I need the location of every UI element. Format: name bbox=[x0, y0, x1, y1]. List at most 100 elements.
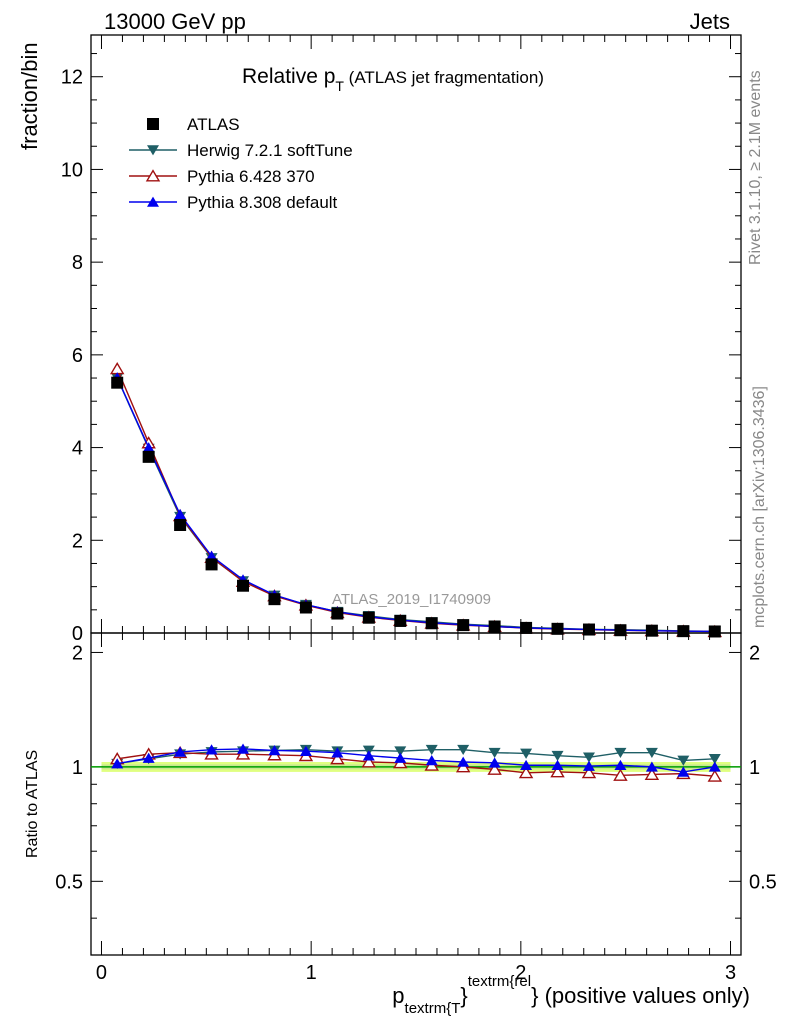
ratio-data-point bbox=[174, 746, 187, 757]
ratio-y-tick-label: 2 bbox=[72, 642, 83, 664]
data-point bbox=[111, 376, 124, 389]
ratio-data-point bbox=[487, 762, 502, 775]
ratio-data-point bbox=[582, 752, 595, 763]
ratio-data-point bbox=[457, 756, 470, 767]
legend-entry-label: ATLAS bbox=[187, 115, 240, 134]
ratio-y-tick-label-right: 0.5 bbox=[749, 871, 777, 893]
ratio-data-point bbox=[551, 750, 564, 762]
data-point bbox=[237, 579, 250, 592]
energy-label: 13000 GeV pp bbox=[104, 9, 246, 34]
ratio-series-2 bbox=[111, 743, 721, 777]
ratio-data-point bbox=[394, 752, 407, 763]
process-label: Jets bbox=[690, 9, 730, 34]
ratio-y-axis-label: Ratio to ATLAS bbox=[24, 750, 41, 858]
data-point bbox=[268, 593, 281, 606]
ratio-data-point bbox=[550, 765, 565, 778]
data-point bbox=[142, 442, 155, 453]
data-point bbox=[299, 601, 312, 614]
main-axes: 0 2 4 6 8 10 12 bbox=[61, 34, 742, 645]
legend-marker bbox=[147, 145, 159, 156]
ratio-data-point bbox=[394, 746, 407, 757]
data-point bbox=[488, 620, 501, 633]
data-point bbox=[109, 361, 125, 375]
legend-marker bbox=[147, 118, 159, 130]
ratio-data-point bbox=[708, 754, 721, 765]
ratio-data-point bbox=[582, 760, 595, 771]
main-y-tick-label: 8 bbox=[72, 252, 83, 274]
ratio-y-tick-label-right: 1 bbox=[749, 757, 760, 779]
ratio-data-point bbox=[551, 759, 564, 771]
ratio-y-tick-label-right: 2 bbox=[749, 642, 760, 664]
ratio-data-point bbox=[645, 747, 658, 759]
data-point bbox=[677, 625, 690, 638]
ratio-y-tick-label: 1 bbox=[72, 757, 83, 779]
legend: ATLAS Herwig 7.2.1 softTune Pythia 6.428 3… bbox=[129, 115, 353, 212]
main-y-tick-label: 12 bbox=[61, 67, 83, 89]
ratio-data-point bbox=[205, 744, 218, 755]
ratio-data-point bbox=[581, 765, 597, 779]
ratio-data-point bbox=[488, 747, 501, 759]
ratio-data-point bbox=[425, 755, 438, 766]
ratio-data-point bbox=[235, 747, 251, 760]
data-point bbox=[582, 623, 595, 636]
data-point bbox=[457, 619, 470, 632]
data-point bbox=[645, 624, 658, 637]
legend-entry-label: Herwig 7.2.1 softTune bbox=[187, 141, 353, 160]
ratio-data-point bbox=[361, 755, 377, 768]
ratio-data-point bbox=[111, 758, 124, 769]
data-point bbox=[174, 508, 187, 520]
main-y-tick-label: 2 bbox=[72, 530, 83, 552]
data-point bbox=[394, 614, 407, 627]
ratio-data-point bbox=[677, 755, 690, 766]
ratio-data-point bbox=[299, 745, 312, 756]
mcplots-label: mcplots.cern.ch [arXiv:1306.3436] bbox=[751, 386, 768, 628]
legend-entry-label: Pythia 6.428 370 bbox=[187, 167, 315, 186]
ratio-data-point bbox=[425, 744, 438, 756]
legend-marker bbox=[147, 196, 159, 207]
main-y-tick-label: 6 bbox=[72, 345, 83, 367]
ratio-data-point bbox=[488, 757, 501, 768]
ratio-y-tick-label: 0.5 bbox=[55, 871, 83, 893]
ratio-data-point bbox=[142, 752, 155, 763]
ratio-series-line bbox=[117, 748, 715, 773]
ratio-axes: 0.5 0.5 1 1 2 2 0 1 2 3 bbox=[55, 632, 777, 984]
ratio-data-point bbox=[237, 743, 250, 754]
main-y-tick-label: 0 bbox=[72, 623, 83, 645]
legend-entry-label: Pythia 8.308 default bbox=[187, 193, 338, 212]
ratio-data-point bbox=[331, 747, 344, 758]
x-axis-label: ptextrm{T}textrm{rel} (positive values o… bbox=[392, 973, 750, 1017]
ratio-data-point bbox=[645, 761, 658, 772]
ratio-data-point bbox=[520, 759, 533, 771]
ratio-data-point bbox=[644, 767, 660, 780]
series-0 bbox=[111, 376, 721, 638]
ratio-data-point bbox=[520, 748, 533, 759]
x-tick-label: 1 bbox=[306, 962, 317, 984]
ratio-data-point bbox=[268, 744, 281, 756]
ratio-series bbox=[109, 743, 723, 782]
x-tick-label: 3 bbox=[725, 962, 736, 984]
data-point bbox=[362, 611, 375, 624]
ratio-data-point bbox=[677, 766, 690, 777]
data-point bbox=[708, 625, 721, 638]
data-point bbox=[425, 617, 438, 630]
ratio-series-line bbox=[117, 748, 715, 765]
ratio-frame bbox=[90, 632, 742, 956]
ratio-data-point bbox=[362, 750, 375, 761]
ratio-data-point bbox=[613, 768, 628, 781]
data-point bbox=[551, 622, 564, 635]
data-point bbox=[205, 558, 218, 571]
main-y-tick-label: 10 bbox=[61, 159, 83, 181]
data-point bbox=[520, 621, 533, 634]
ratio-data-point bbox=[330, 752, 345, 765]
legend-marker bbox=[145, 169, 161, 182]
data-point bbox=[142, 450, 155, 463]
data-point bbox=[205, 550, 218, 561]
main-y-axis-label: fraction/bin bbox=[17, 42, 42, 150]
chart-title: Relative pT (ATLAS jet fragmentation) bbox=[242, 65, 544, 94]
data-point bbox=[331, 607, 344, 620]
x-tick-label: 2 bbox=[515, 962, 526, 984]
ratio-data-point bbox=[457, 744, 470, 756]
ratio-data-point bbox=[614, 759, 627, 771]
analysis-watermark: ATLAS_2019_I1740909 bbox=[332, 591, 491, 608]
